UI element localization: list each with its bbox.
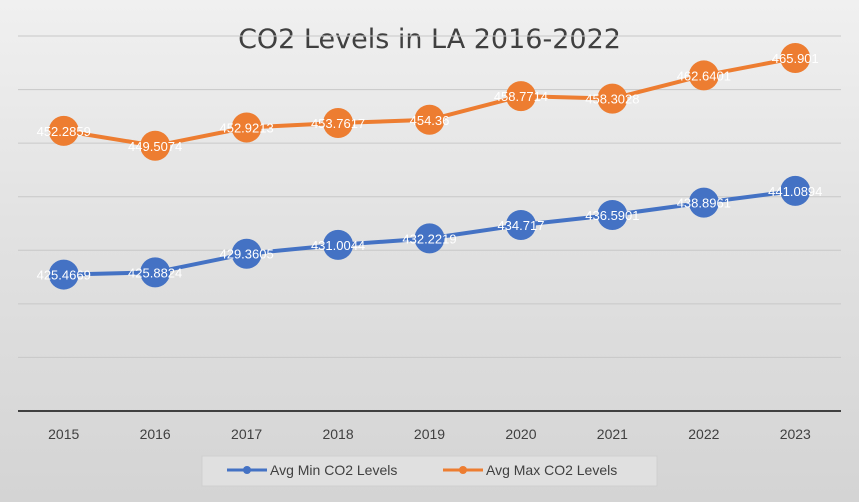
data-point[interactable] [323,107,354,138]
x-tick-label: 2019 [414,426,445,442]
legend-label-max: Avg Max CO2 Levels [486,462,617,478]
data-label: 432.2219 [402,231,456,246]
legend: Avg Min CO2 Levels Avg Max CO2 Levels [201,455,658,487]
legend-entry-min[interactable]: Avg Min CO2 Levels [227,462,397,478]
data-point[interactable] [597,83,628,114]
data-label: 458.3028 [585,92,639,107]
data-point[interactable] [231,238,262,269]
data-label: 453.7617 [311,116,365,131]
data-label: 462.6401 [677,68,731,83]
data-point[interactable] [48,259,79,290]
data-point[interactable] [231,112,262,143]
x-tick-label: 2023 [780,426,811,442]
data-label: 465.901 [772,51,819,66]
data-label: 434.717 [497,218,544,233]
x-tick-label: 2020 [505,426,536,442]
x-tick-label: 2021 [597,426,628,442]
data-point[interactable] [505,81,536,112]
data-label: 425.8824 [128,265,182,280]
data-point[interactable] [414,104,445,135]
data-point[interactable] [597,199,628,230]
x-axis-ticks: 2015 2016 2017 2018 2019 2020 2021 2022 2023 [48,426,811,442]
data-point[interactable] [505,210,536,241]
data-point[interactable] [323,229,354,260]
data-point[interactable] [780,175,811,206]
legend-label-min: Avg Min CO2 Levels [270,462,397,478]
series-0: 425.4669 425.8824 429.3605 431.0044 432.2219… [37,175,822,290]
data-point[interactable] [780,42,811,73]
data-label: 449.5074 [128,139,182,154]
data-point[interactable] [414,223,445,254]
x-tick-label: 2016 [140,426,171,442]
x-tick-label: 2018 [322,426,353,442]
data-label: 454.36 [410,113,450,128]
data-point[interactable] [140,130,171,161]
data-point[interactable] [140,257,171,288]
x-tick-label: 2017 [231,426,262,442]
series-1: 452.2859 449.5074 452.9213 453.7617 454.36 45… [37,42,819,161]
legend-entry-max[interactable]: Avg Max CO2 Levels [443,462,617,478]
chart-title: CO2 Levels in LA 2016-2022 [238,24,621,55]
legend-box [201,455,658,487]
data-point[interactable] [688,187,719,218]
data-label: 425.4669 [37,268,91,283]
x-tick-label: 2015 [48,426,79,442]
legend-marker-min-icon [243,466,251,474]
data-label: 452.9213 [219,120,273,135]
data-label: 438.8961 [677,196,731,211]
x-tick-label: 2022 [688,426,719,442]
data-label: 452.2859 [37,124,91,139]
data-label: 441.0894 [768,184,822,199]
data-label: 431.0044 [311,238,365,253]
data-point[interactable] [48,115,79,146]
data-label: 429.3605 [219,247,273,262]
series-lines: 425.4669 425.8824 429.3605 431.0044 432.2219… [37,42,822,290]
legend-marker-max-icon [459,466,467,474]
data-label: 458.7714 [494,89,548,104]
data-label: 436.5901 [585,208,639,223]
data-point[interactable] [688,60,719,91]
